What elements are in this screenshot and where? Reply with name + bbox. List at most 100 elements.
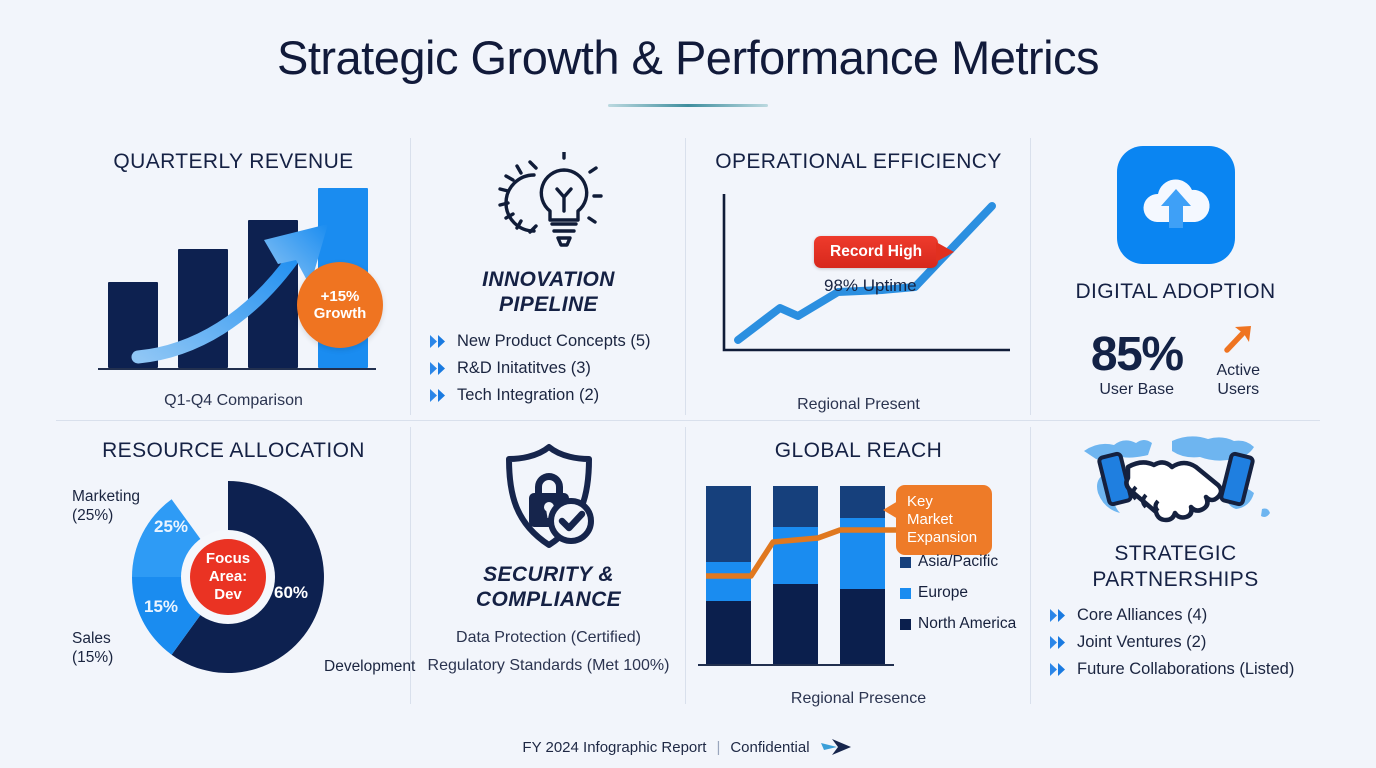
active-users-line2: Users [1217,381,1260,399]
page-footer: FY 2024 Infographic Report | Confidentia… [0,736,1376,758]
panel-quarterly-revenue: QUARTERLY REVENUE +15% Growth [56,132,411,421]
stacked-bar-group [706,486,886,664]
partnerships-bullet-label: Future Collaborations (Listed) [1077,659,1295,678]
donut-label-development: Development [324,658,416,675]
growth-arrow-icon [131,224,328,364]
donut-label-sales: Sales (15%) [72,629,113,668]
resource-allocation-chart: Focus Area: Dev 25% 15% 60% Marketing (2… [66,469,415,699]
innovation-bullet-label: New Product Concepts (5) [457,331,651,350]
legend-label-north-america: North America [918,615,1017,632]
stacked-bar-2 [773,486,818,664]
segment-europe [773,527,818,584]
record-high-badge: Record High [814,236,955,268]
global-reach-chart: Key Market Expansion Asia/Pacific Europe… [696,475,1021,690]
partnerships-bullet-label: Joint Ventures (2) [1077,632,1207,651]
innovation-bullet-item: New Product Concepts (5) [429,332,676,351]
global-reach-title: GLOBAL REACH [774,439,943,462]
sales-line1: Sales [72,630,111,647]
focus-line1: Focus [205,550,251,567]
legend-item-europe: Europe [900,584,1016,602]
partnerships-bullet-item: Future Collaborations (Listed) [1049,660,1310,679]
cloud-upload-tile [1116,146,1235,264]
double-chevron-icon [1049,662,1068,677]
partnerships-title: STRATEGIC PARTNERSHIPS [1041,541,1310,594]
segment-asia-pacific [773,486,818,527]
stacked-chart-axis [698,664,894,666]
panel-digital-adoption: DIGITAL ADOPTION 85% User Base Active Us… [1031,132,1320,421]
global-reach-legend: Asia/Pacific Europe North America [900,553,1016,646]
stacked-bar-3 [840,486,885,664]
page-title: Strategic Growth & Performance Metrics [276,31,1100,84]
innovation-bullet-label: Tech Integration (2) [457,385,600,404]
global-reach-caption: Regional Presence [790,690,927,707]
innovation-bullet-item: Tech Integration (2) [429,386,676,405]
innovation-icon-wrap [421,152,676,256]
partnerships-icon-wrap [1041,431,1310,531]
segment-europe [706,562,751,601]
panel-resource-allocation: RESOURCE ALLOCATION Focus Area: Dev 25% … [56,421,415,710]
security-title-line1: SECURITY & [483,563,614,586]
page-header: Strategic Growth & Performance Metrics [0,0,1376,107]
operational-efficiency-chart: Record High 98% Uptime [696,184,1021,396]
user-base-value: 85% [1090,327,1184,381]
line-chart-svg [722,194,1010,352]
security-title-line2: COMPLIANCE [475,587,622,611]
footer-confidential-label: Confidential [730,738,810,756]
focus-line2: Area: [208,568,248,585]
segment-europe [840,518,885,589]
resource-allocation-title: RESOURCE ALLOCATION [102,439,365,462]
marketing-line1: Marketing [72,488,141,505]
donut-pct-development: 60% [274,583,309,602]
security-icon-wrap [421,441,676,553]
partnerships-bullet-label: Core Alliances (4) [1077,605,1208,624]
double-chevron-icon [429,388,448,403]
handshake-world-map-icon [1083,436,1270,523]
double-chevron-icon [1049,608,1068,623]
title-underline [608,103,768,107]
lightbulb-gear-icon [497,152,603,247]
quarterly-revenue-title: QUARTERLY REVENUE [113,150,354,173]
operational-efficiency-caption: Regional Present [797,396,920,413]
innovation-bullet-item: R&D Initatitves (3) [429,359,676,378]
shield-lock-check-icon [505,444,594,548]
stacked-bar-1 [706,486,751,664]
key-market-line2: Expansion [907,529,978,546]
legend-label-asia-pacific: Asia/Pacific [918,553,999,570]
segment-north-america [706,601,751,664]
quarterly-revenue-caption: Q1-Q4 Comparison [164,392,303,409]
arrow-forward-logo [820,739,851,755]
digital-adoption-title: DIGITAL ADOPTION [1075,280,1276,303]
active-users-line1: Active [1216,362,1261,379]
key-market-line1: Key Market [907,493,953,528]
legend-label-europe: Europe [918,584,968,601]
segment-asia-pacific [840,486,885,518]
segment-north-america [840,589,885,664]
donut-label-marketing: Marketing (25%) [72,487,140,526]
trend-up-arrow-icon [1224,326,1252,353]
innovation-title-line1: INNOVATION [482,268,615,291]
digital-adoption-stats: 85% User Base Active Users [1041,322,1310,399]
metrics-grid: QUARTERLY REVENUE +15% Growth [56,132,1320,710]
donut-center-label: Focus Area: Dev [128,550,328,604]
quarterly-revenue-chart: +15% Growth [66,188,401,392]
innovation-title: INNOVATION PIPELINE [421,268,676,318]
user-base-label: User Base [1099,381,1175,399]
cloud-upload-icon [1142,179,1210,228]
partnerships-bullet-list: Core Alliances (4) Joint Ventures (2) Fu… [1049,606,1310,679]
double-chevron-icon [429,334,448,349]
security-title: SECURITY & COMPLIANCE [421,563,676,613]
key-market-callout: Key Market Expansion [883,485,992,555]
marketing-line2: (25%) [72,507,114,525]
legend-swatch-asia-pacific [900,556,911,568]
growth-badge-value: +15% [320,287,360,305]
security-line1: Data Protection (Certified) [456,628,641,646]
legend-swatch-europe [900,587,911,599]
footer-separator: | [716,738,721,756]
partnerships-title-line2: PARTNERSHIPS [1092,568,1259,592]
donut-chart-svg [132,481,324,673]
donut-pct-sales: 15% [144,597,179,616]
double-chevron-icon [1049,635,1068,650]
focus-line3: Dev [214,586,242,603]
operational-efficiency-title: OPERATIONAL EFFICIENCY [715,150,1002,173]
partnerships-bullet-item: Joint Ventures (2) [1049,633,1310,652]
